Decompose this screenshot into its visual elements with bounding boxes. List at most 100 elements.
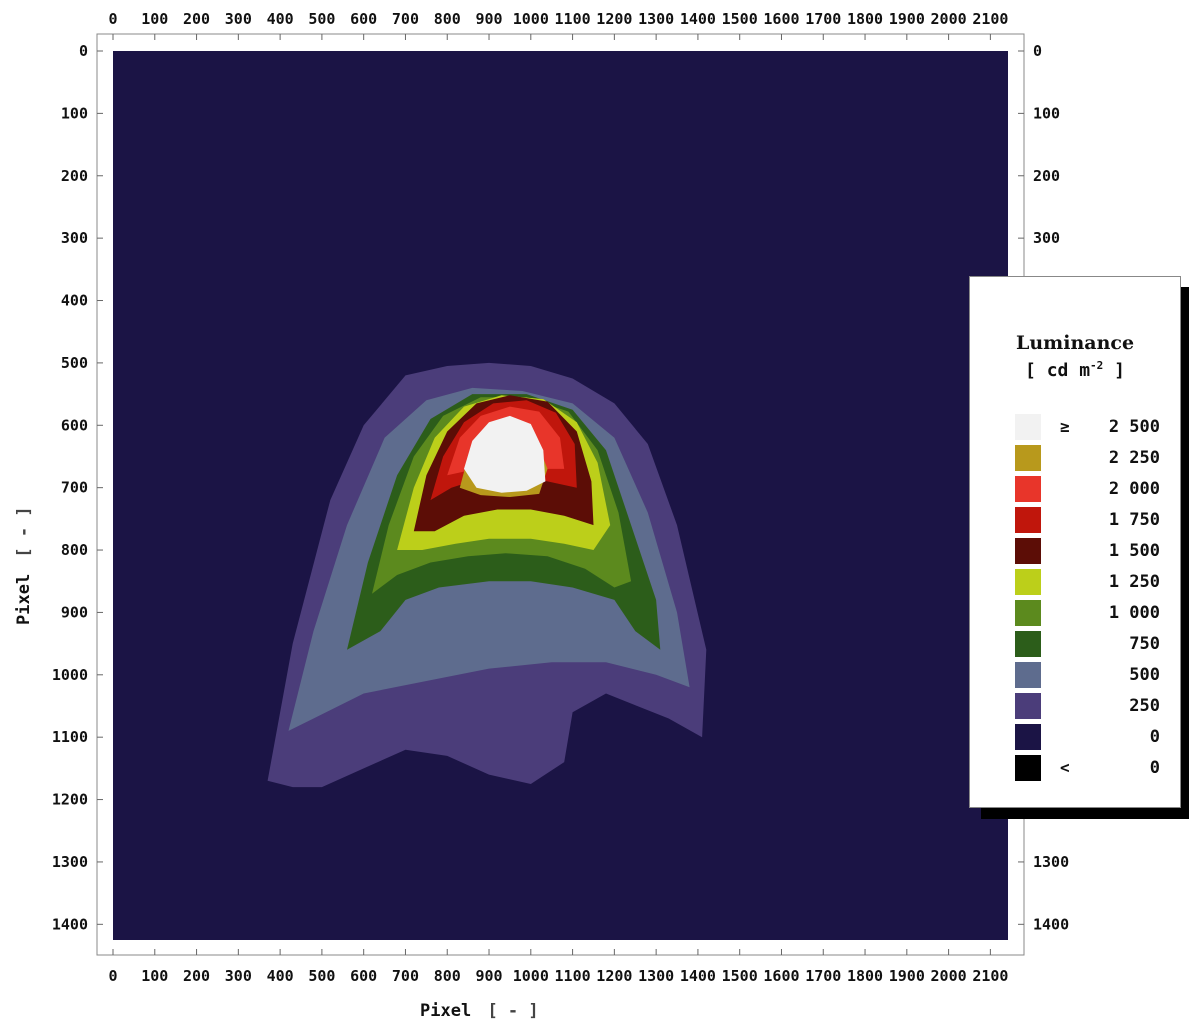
legend-swatch bbox=[1015, 600, 1041, 626]
x-tick-bottom: 1500 bbox=[722, 967, 758, 985]
x-tick-bottom: 1600 bbox=[763, 967, 799, 985]
x-tick-top: 800 bbox=[434, 10, 461, 28]
legend-swatch bbox=[1015, 507, 1041, 533]
y-tick-labels-left: 0 100 200 300 400 500 600 700 800 900 1000 1100 1200… bbox=[52, 42, 103, 933]
x-tick-bottom: 300 bbox=[225, 967, 252, 985]
y-tick-right: 200 bbox=[1033, 167, 1060, 185]
x-tick-bottom: 1100 bbox=[555, 967, 591, 985]
x-tick-top: 1200 bbox=[596, 10, 632, 28]
x-tick-bottom: 400 bbox=[267, 967, 294, 985]
y-tick-left: 0 bbox=[79, 42, 88, 60]
x-tick-bottom: 1200 bbox=[596, 967, 632, 985]
legend-value: 2 250 bbox=[1109, 448, 1160, 468]
legend-value: 0 bbox=[1150, 727, 1160, 747]
legend-title: Luminance bbox=[970, 332, 1180, 354]
legend-comparator: ≥ bbox=[1060, 417, 1070, 436]
legend-entry: 500 bbox=[970, 662, 1180, 688]
x-tick-bottom: 100 bbox=[141, 967, 168, 985]
legend-entry: 1 750 bbox=[970, 507, 1180, 533]
legend-entry: 1 500 bbox=[970, 538, 1180, 564]
x-tick-top: 1100 bbox=[555, 10, 591, 28]
x-tick-top: 300 bbox=[225, 10, 252, 28]
legend-value: 500 bbox=[1129, 665, 1160, 685]
legend-swatch bbox=[1015, 538, 1041, 564]
y-tick-left: 1200 bbox=[52, 791, 88, 809]
x-tick-top: 400 bbox=[267, 10, 294, 28]
y-axis-label: Pixel [ - ] bbox=[14, 506, 34, 625]
y-axis-unit: [ - ] bbox=[14, 506, 34, 557]
legend-value: 1 250 bbox=[1109, 572, 1160, 592]
y-tick-left: 1100 bbox=[52, 728, 88, 746]
x-tick-top: 600 bbox=[350, 10, 377, 28]
x-tick-bottom: 1700 bbox=[805, 967, 841, 985]
x-tick-bottom: 800 bbox=[434, 967, 461, 985]
x-tick-top: 200 bbox=[183, 10, 210, 28]
legend-swatch bbox=[1015, 724, 1041, 750]
legend-value: 1 000 bbox=[1109, 603, 1160, 623]
legend-swatch bbox=[1015, 662, 1041, 688]
x-tick-bottom: 700 bbox=[392, 967, 419, 985]
legend-entry: 0 bbox=[970, 724, 1180, 750]
y-tick-left: 1400 bbox=[52, 915, 88, 933]
y-tick-right: 0 bbox=[1033, 42, 1042, 60]
legend-value: 2 500 bbox=[1109, 417, 1160, 437]
legend-entry: <0 bbox=[970, 755, 1180, 781]
y-tick-right: 1300 bbox=[1033, 853, 1069, 871]
legend-entry: ≥2 500 bbox=[970, 414, 1180, 440]
legend-unit-exponent: -2 bbox=[1090, 359, 1103, 372]
legend: Luminance [ cd m-2 ] ≥2 500 2 250 2 000 1 7… bbox=[969, 276, 1181, 808]
x-tick-top: 1400 bbox=[680, 10, 716, 28]
legend-value: 750 bbox=[1129, 634, 1160, 654]
y-tick-left: 100 bbox=[61, 104, 88, 122]
legend-swatch bbox=[1015, 693, 1041, 719]
legend-unit-suffix: ] bbox=[1103, 360, 1125, 381]
legend-comparator: < bbox=[1060, 758, 1070, 777]
legend-entry: 1 000 bbox=[970, 600, 1180, 626]
x-tick-bottom: 0 bbox=[108, 967, 117, 985]
y-tick-right: 100 bbox=[1033, 104, 1060, 122]
legend-value: 1 500 bbox=[1109, 541, 1160, 561]
y-tick-left: 300 bbox=[61, 229, 88, 247]
x-tick-top: 1300 bbox=[638, 10, 674, 28]
y-tick-left: 200 bbox=[61, 167, 88, 185]
x-tick-bottom: 600 bbox=[350, 967, 377, 985]
y-tick-left: 800 bbox=[61, 541, 88, 559]
x-tick-bottom: 1300 bbox=[638, 967, 674, 985]
legend-entry: 2 000 bbox=[970, 476, 1180, 502]
legend-swatch bbox=[1015, 569, 1041, 595]
x-tick-bottom: 1000 bbox=[513, 967, 549, 985]
y-tick-right: 1400 bbox=[1033, 915, 1069, 933]
legend-value: 0 bbox=[1150, 758, 1160, 778]
x-tick-bottom: 2000 bbox=[931, 967, 967, 985]
y-tick-right: 300 bbox=[1033, 229, 1060, 247]
x-tick-bottom: 2100 bbox=[972, 967, 1008, 985]
x-tick-top: 2000 bbox=[931, 10, 967, 28]
y-tick-left: 900 bbox=[61, 603, 88, 621]
x-tick-top: 1800 bbox=[847, 10, 883, 28]
y-tick-left: 600 bbox=[61, 416, 88, 434]
y-tick-left: 1000 bbox=[52, 666, 88, 684]
x-tick-top: 1600 bbox=[763, 10, 799, 28]
x-tick-bottom: 1400 bbox=[680, 967, 716, 985]
x-tick-top: 700 bbox=[392, 10, 419, 28]
x-tick-bottom: 900 bbox=[475, 967, 502, 985]
legend-unit-prefix: [ cd m bbox=[1025, 360, 1090, 381]
y-tick-left: 500 bbox=[61, 354, 88, 372]
x-axis-label: Pixel [ - ] bbox=[420, 1001, 539, 1021]
x-axis-label-text: Pixel bbox=[420, 1001, 471, 1021]
x-tick-top: 500 bbox=[308, 10, 335, 28]
y-tick-left: 400 bbox=[61, 292, 88, 310]
y-tick-left: 700 bbox=[61, 479, 88, 497]
x-tick-top: 1000 bbox=[513, 10, 549, 28]
x-tick-top: 1900 bbox=[889, 10, 925, 28]
legend-entry: 250 bbox=[970, 693, 1180, 719]
legend-swatch bbox=[1015, 414, 1041, 440]
x-tick-top: 900 bbox=[475, 10, 502, 28]
legend-value: 250 bbox=[1129, 696, 1160, 716]
legend-swatch bbox=[1015, 755, 1041, 781]
legend-swatch bbox=[1015, 476, 1041, 502]
x-tick-bottom: 1800 bbox=[847, 967, 883, 985]
x-tick-bottom: 1900 bbox=[889, 967, 925, 985]
legend-value: 1 750 bbox=[1109, 510, 1160, 530]
legend-entry: 2 250 bbox=[970, 445, 1180, 471]
